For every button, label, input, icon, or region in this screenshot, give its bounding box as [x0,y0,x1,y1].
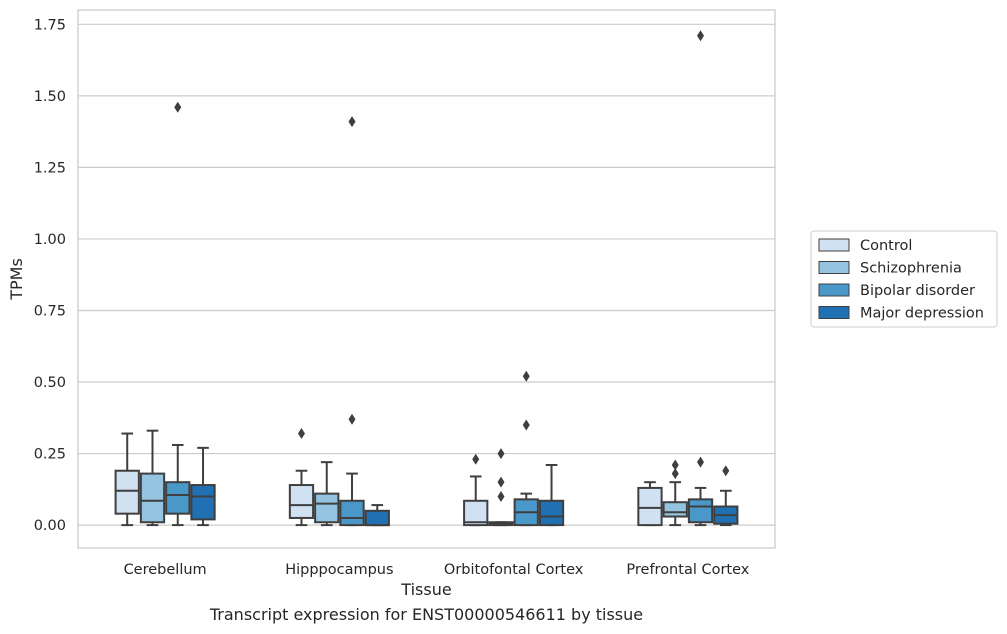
y-tick-label: 1.25 [34,160,66,176]
outlier-point [497,476,505,488]
box [165,101,191,527]
box-body [165,481,191,515]
box [139,429,166,527]
outlier-point [697,30,705,42]
box-body [190,484,216,521]
box-body [538,499,565,527]
box-body [139,472,166,524]
box-body [288,484,315,519]
legend-label: Bipolar disorder [860,283,975,299]
outlier-point [671,459,679,471]
x-tick-label: Prefrontal Cortex [626,562,749,578]
y-tick-label: 0.50 [34,375,66,391]
outlier-point [671,468,679,480]
box-body [339,499,365,527]
y-tick-label: 0.25 [34,447,66,463]
x-tick-label: Cerebellum [124,562,207,578]
outlier-point [522,419,530,431]
legend-swatch [818,283,850,297]
outlier-point [472,453,480,465]
x-tick-label: Hipppocampus [285,562,393,578]
grid-lines [78,23,775,526]
legend-frame [810,230,998,328]
box [538,464,565,527]
legend-swatch [818,306,850,319]
y-tick-label: 0.00 [34,518,66,534]
chart-caption: Transcript expression for ENST0000054661… [209,605,644,624]
box-body [314,492,340,524]
y-tick-label: 1.50 [34,89,66,105]
x-tick-label: Orbitofontal Cortex [444,562,584,578]
box-body [637,486,663,527]
box [339,116,365,527]
y-axis-ticks: 0.00 0.25 0.50 0.75 1.00 1.25 1.50 1.75 [34,17,66,534]
plot-frame [77,9,776,549]
box-body [463,499,489,527]
box-body [364,509,390,527]
box [488,448,514,527]
y-tick-label: 1.00 [34,232,66,248]
box-body [662,501,688,518]
legend-swatch [818,238,850,252]
legend-swatch [818,261,850,274]
legend-label: Schizophrenia [860,261,962,277]
box [114,432,140,527]
legend-label: Major depression [860,306,984,322]
box [190,446,216,527]
legend-label: Control [860,238,912,254]
outlier-point [497,448,505,460]
y-tick-label: 1.75 [34,17,66,33]
outlier-point [348,116,356,128]
box [687,30,714,527]
outlier-point [722,465,730,477]
x-axis-ticks: Cerebellum Hipppocampus Orbitofontal Corte… [124,562,750,578]
box [637,481,663,527]
outlier-point [497,490,505,502]
outlier-point [297,428,305,440]
box [713,465,739,527]
y-tick-label: 0.75 [34,303,66,319]
outlier-point [697,456,705,468]
box [288,428,315,527]
box-body [687,498,714,524]
box [463,453,489,527]
box [364,504,390,527]
outlier-point [174,101,182,113]
box-groups [114,30,739,527]
y-axis-label: TPMs [7,258,26,301]
x-axis-label: Tissue [400,580,451,599]
box-body [114,469,140,515]
box [662,459,688,527]
outlier-point [348,413,356,425]
outlier-point [522,370,530,382]
box [513,370,539,527]
box [314,461,340,527]
legend: Control Schizophrenia Bipolar disorder Majo… [810,230,998,328]
